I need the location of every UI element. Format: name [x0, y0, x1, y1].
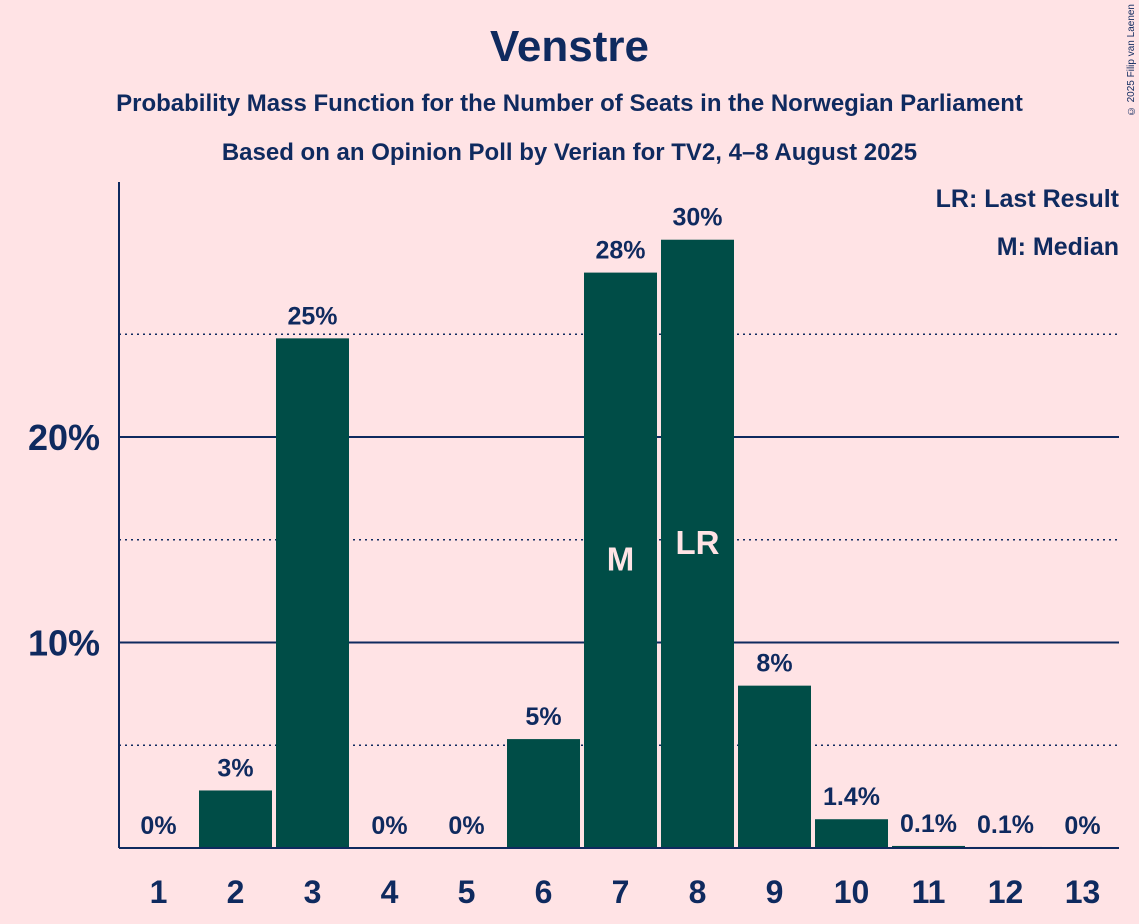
x-tick-label: 6 — [535, 874, 553, 910]
chart-subtitle-source: Based on an Opinion Poll by Verian for T… — [221, 139, 918, 166]
x-tick-label: 7 — [612, 874, 630, 910]
legend-median: M: Median — [996, 233, 1119, 261]
data-label: 0% — [1064, 812, 1100, 840]
bar — [199, 790, 272, 848]
bar — [738, 685, 811, 848]
bar — [584, 272, 657, 849]
bar — [276, 338, 349, 848]
data-label: 30% — [672, 204, 722, 232]
chart-title: Venstre — [490, 22, 649, 71]
x-tick-label: 12 — [988, 874, 1024, 910]
data-label: 3% — [217, 754, 253, 782]
x-tick-label: 2 — [227, 874, 245, 910]
x-tick-label: 8 — [689, 874, 707, 910]
bar — [815, 819, 888, 848]
x-tick-label: 5 — [458, 874, 476, 910]
x-tick-label: 3 — [304, 874, 322, 910]
x-tick-label: 10 — [834, 874, 870, 910]
bar — [661, 239, 734, 849]
x-tick-label: 4 — [381, 874, 399, 910]
data-label: 5% — [525, 703, 561, 731]
bar-marker-lr: LR — [676, 524, 720, 561]
legend-last-result: LR: Last Result — [935, 185, 1119, 213]
data-label: 0.1% — [977, 811, 1034, 839]
data-label: 0% — [140, 812, 176, 840]
data-label: 1.4% — [823, 783, 880, 811]
x-tick-label: 9 — [766, 874, 784, 910]
x-tick-label: 11 — [912, 874, 946, 910]
x-tick-label: 1 — [150, 874, 168, 910]
y-tick-label: 20% — [28, 417, 100, 458]
data-label: 0% — [371, 812, 407, 840]
y-tick-label: 10% — [28, 623, 100, 664]
data-label: 28% — [595, 237, 645, 265]
data-label: 25% — [287, 302, 337, 330]
data-label: 0% — [448, 812, 484, 840]
chart-subtitle: Probability Mass Function for the Number… — [116, 90, 1023, 117]
data-label: 0.1% — [900, 810, 957, 838]
bar — [507, 739, 580, 848]
bar-marker-m: M — [607, 540, 635, 577]
data-label: 8% — [756, 650, 792, 678]
x-tick-label: 13 — [1065, 874, 1101, 910]
bar — [892, 845, 965, 848]
